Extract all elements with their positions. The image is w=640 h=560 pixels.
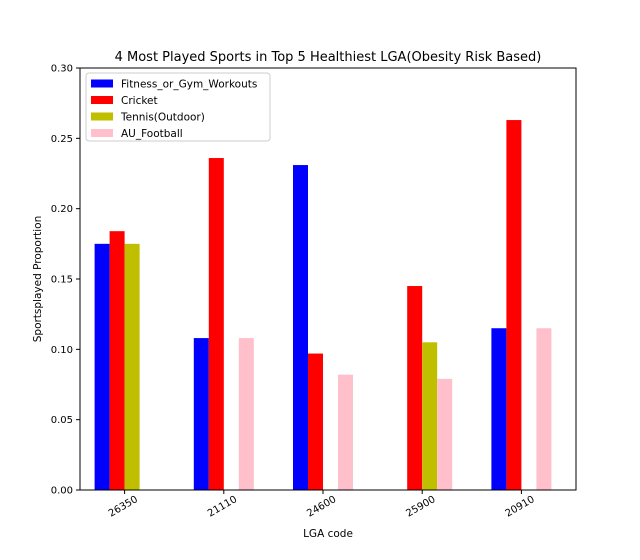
bar-au-football-20910 [536, 328, 552, 490]
legend-label-fitness-or-gym-workouts: Fitness_or_Gym_Workouts [121, 79, 257, 91]
x-tick-label: 21110 [206, 494, 239, 519]
y-tick-label: 0.15 [51, 275, 73, 286]
y-axis-label: Sportsplayed Proportion [32, 216, 44, 343]
legend-label-tennis-outdoor: Tennis(Outdoor) [120, 112, 205, 124]
bar-cricket-26350 [109, 231, 125, 490]
bar-cricket-24600 [308, 353, 323, 490]
legend-frame [85, 72, 271, 142]
x-tick-label: 26350 [107, 494, 140, 519]
bar-fitness-or-gym-workouts-24600 [293, 165, 308, 490]
bar-cricket-21110 [208, 158, 224, 490]
bars-group [94, 120, 552, 491]
y-tick-label: 0.30 [51, 64, 73, 75]
x-tick-label: 25900 [404, 494, 437, 519]
legend-swatch-tennis-outdoor [91, 112, 113, 121]
legend-swatch-fitness-or-gym-workouts [91, 79, 113, 88]
bar-fitness-or-gym-workouts-20910 [491, 328, 507, 490]
x-axis-label: LGA code [303, 528, 353, 540]
y-tick-label: 0.00 [51, 486, 73, 497]
y-tick-label: 0.20 [51, 204, 73, 215]
legend: Fitness_or_Gym_Workouts Cricket Tennis(Out… [85, 72, 271, 142]
bar-cricket-20910 [506, 120, 522, 491]
bar-tennis-outdoor-25900 [422, 342, 438, 490]
legend-swatch-au-football [91, 129, 113, 137]
y-tick-label: 0.10 [51, 345, 73, 356]
y-tick-label: 0.05 [51, 415, 73, 426]
bar-fitness-or-gym-workouts-21110 [193, 338, 209, 490]
y-tick-label: 0.25 [51, 134, 73, 145]
y-axis: 0.00 0.05 0.10 0.15 0.20 0.25 0.30 [51, 64, 80, 497]
chart-title: 4 Most Played Sports in Top 5 Healthiest… [115, 50, 542, 65]
bar-au-football-24600 [338, 374, 353, 490]
legend-swatch-cricket [91, 96, 113, 104]
legend-label-cricket: Cricket [121, 95, 158, 107]
bar-au-football-25900 [437, 378, 453, 490]
bar-au-football-21110 [238, 338, 254, 490]
bar-cricket-25900 [407, 286, 423, 490]
x-tick-label: 20910 [504, 494, 537, 519]
x-axis: 26350 21110 24600 25900 20910 [107, 490, 537, 520]
x-tick-label: 24600 [305, 494, 338, 519]
bar-tennis-outdoor-26350 [124, 243, 140, 490]
bar-fitness-or-gym-workouts-26350 [94, 243, 110, 490]
legend-label-au-football: AU_Football [121, 128, 183, 140]
